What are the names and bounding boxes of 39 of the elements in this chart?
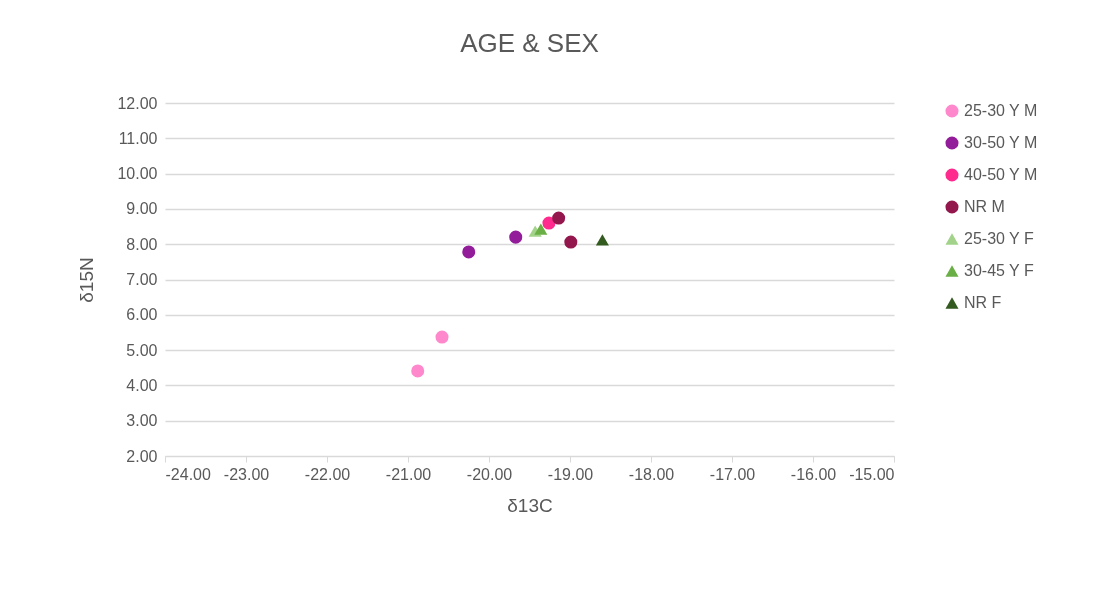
legend-label: 30-50 Y M: [964, 134, 1038, 151]
y-tick-label: 11.00: [118, 129, 158, 147]
y-axis-title: δ15N: [76, 257, 98, 303]
y-tick-label: 10.00: [117, 165, 158, 183]
y-tick-label: 7.00: [126, 271, 158, 288]
point: [509, 230, 523, 244]
y-tick-label: 9.00: [126, 200, 158, 218]
legend-label: NR M: [964, 198, 1005, 215]
x-tick-label: -22.00: [304, 465, 351, 483]
x-tick-label: -24.00: [165, 465, 211, 483]
point: [552, 211, 566, 225]
x-tick-label: -19.00: [547, 465, 594, 483]
y-tick-label: 12.00: [117, 94, 158, 112]
y-tick-label: 6.00: [126, 306, 158, 324]
y-tick-label: 8.00: [126, 235, 158, 253]
legend-label: 25-30 Y F: [964, 230, 1034, 247]
x-axis-title: δ13C: [507, 494, 553, 516]
legend-label: 30-45 Y F: [964, 262, 1034, 279]
point: [534, 223, 548, 235]
x-tick-label: -20.00: [466, 465, 513, 483]
point: [462, 245, 476, 259]
point: [411, 364, 425, 378]
x-tick-label: -16.00: [790, 465, 837, 483]
x-tick-label: -21.00: [385, 465, 432, 483]
point: [564, 235, 578, 249]
point: [595, 234, 609, 246]
x-tick-label: -17.00: [709, 465, 756, 483]
y-tick-label: 2.00: [126, 447, 158, 465]
legend-label: NR F: [964, 294, 1002, 311]
chart-title: AGE & SEX: [460, 28, 599, 58]
legend-label: 40-50 Y M: [964, 166, 1038, 183]
x-tick-label: -23.00: [223, 465, 270, 483]
legend-label: 25-30 Y M: [964, 102, 1038, 119]
y-tick-label: 5.00: [126, 341, 158, 359]
x-tick-label: -15.00: [849, 465, 895, 483]
y-tick-label: 4.00: [126, 376, 158, 394]
y-tick-label: 3.00: [126, 412, 158, 430]
x-tick-label: -18.00: [628, 465, 675, 483]
point: [435, 330, 449, 344]
